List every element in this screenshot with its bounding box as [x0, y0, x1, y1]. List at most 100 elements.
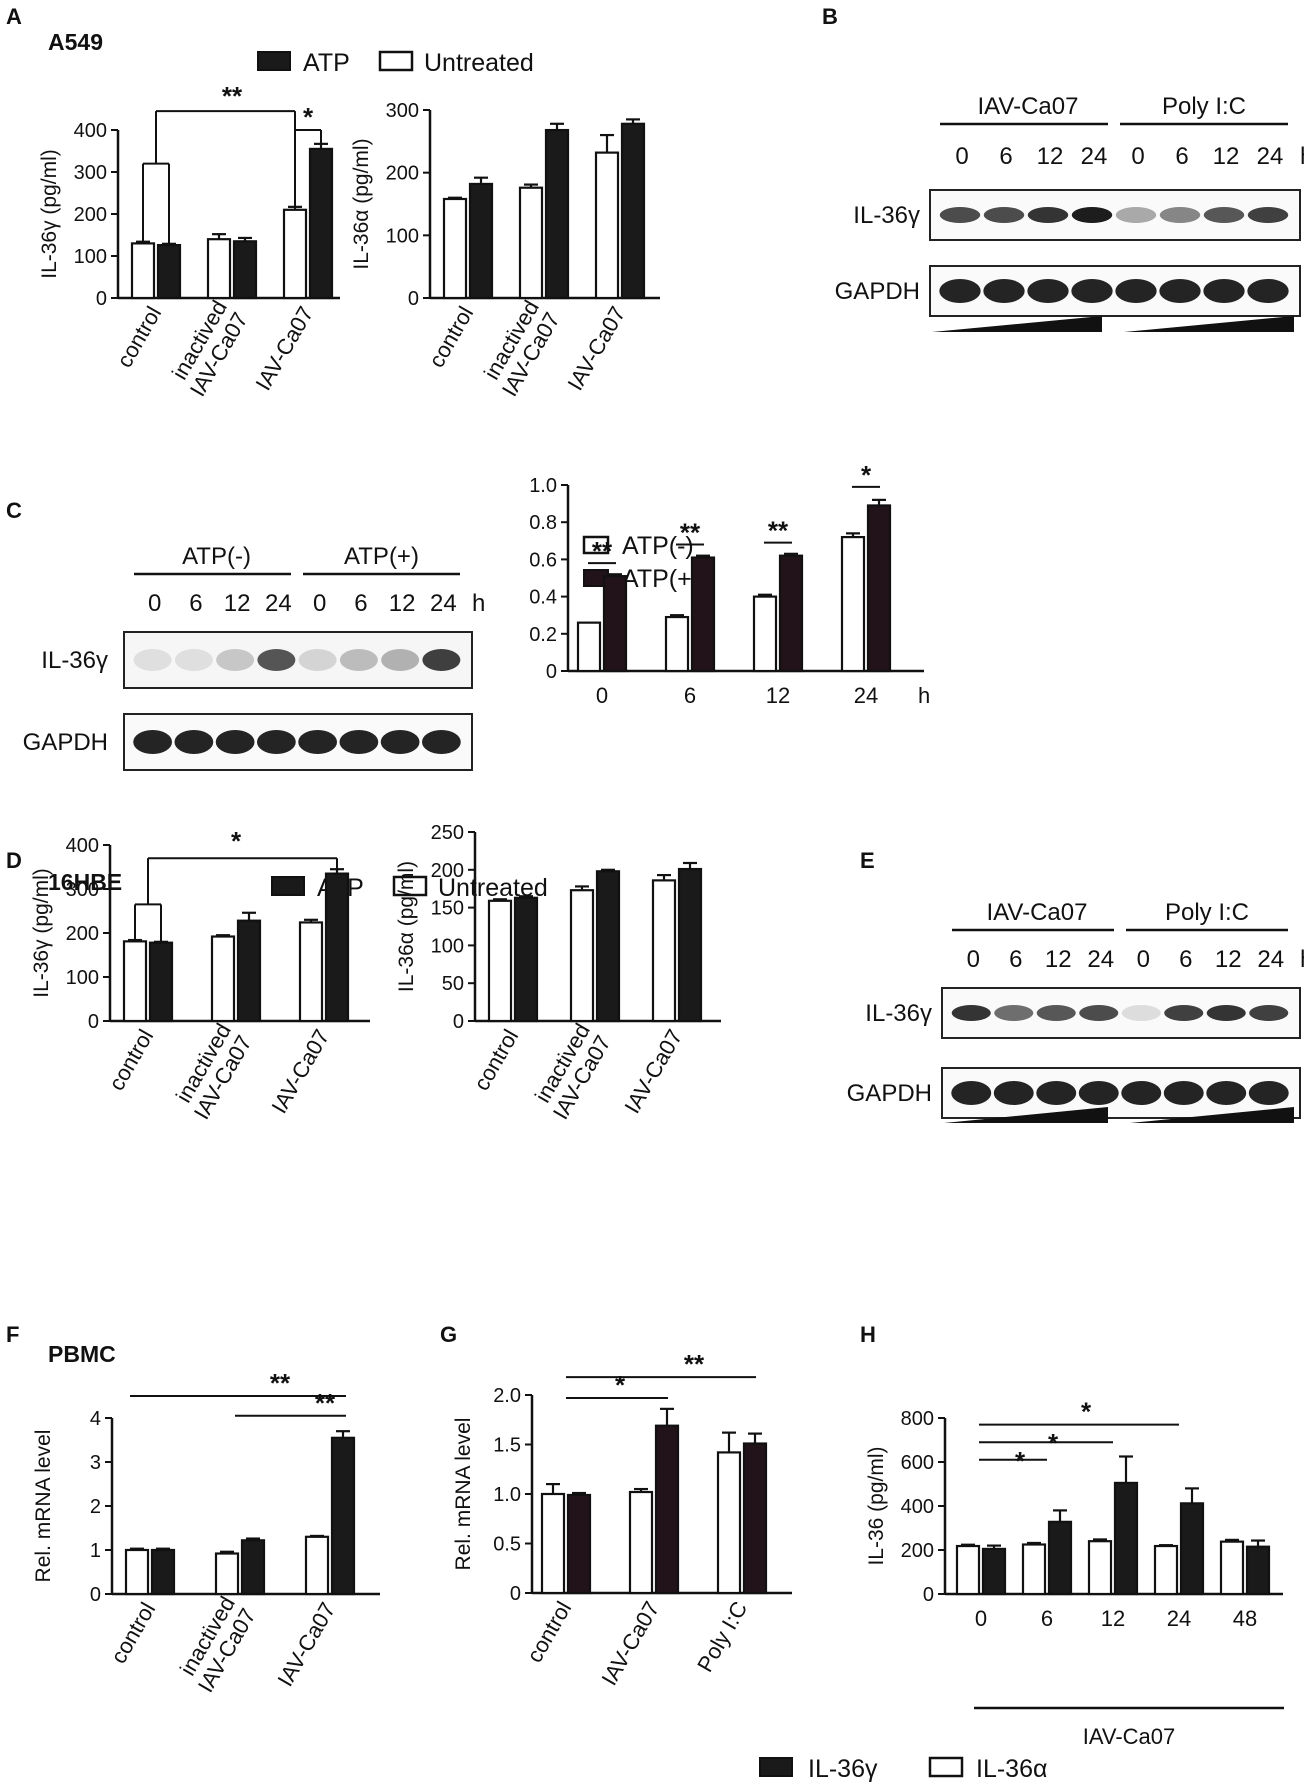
x-tick-line: control — [106, 1598, 161, 1668]
x-tick-label: 24 — [1167, 1606, 1191, 1631]
y-tick-label: 400 — [901, 1496, 934, 1518]
y-tick-label: 0 — [453, 1011, 464, 1033]
bar-filled — [236, 919, 262, 1023]
blot-lane-time: 12 — [1215, 946, 1242, 973]
y-axis-label: IL-36γ (pg/ml) — [30, 868, 53, 998]
y-tick-label: 800 — [901, 1408, 934, 1430]
x-tick-label: 6 — [1041, 1606, 1053, 1631]
legend-swatch-untreated-a — [378, 50, 414, 72]
blot-row-label: GAPDH — [23, 729, 108, 756]
bar-filled — [1245, 1545, 1271, 1596]
bar-open — [955, 1544, 981, 1596]
x-tick-label: 24 — [854, 683, 878, 708]
blot-band-gapdh — [1206, 1081, 1247, 1105]
legend-swatch-atp-d — [271, 876, 305, 896]
x-tick-line: Poly I:C — [692, 1597, 752, 1676]
blot-band-gapdh — [421, 730, 461, 754]
blot-band-target — [1027, 207, 1069, 223]
blot-band-gapdh — [983, 279, 1025, 303]
y-tick-label: 200 — [901, 1540, 934, 1562]
blot-lane-time: 0 — [1137, 946, 1150, 973]
y-axis-label: IL-36 (pg/ml) — [865, 1446, 888, 1565]
x-tick-label: IAV-Ca07 — [596, 1597, 664, 1690]
blot-lane-time: 0 — [313, 590, 326, 617]
bar-open — [214, 1552, 240, 1596]
blot-band-gapdh — [1248, 1081, 1289, 1105]
blot-group-label: Poly I:C — [1165, 899, 1249, 926]
blot-row-label: GAPDH — [847, 1080, 932, 1107]
blot-group-label: ATP(-) — [182, 543, 251, 570]
y-tick-label: 0.4 — [529, 587, 557, 609]
blot-band-target — [133, 649, 172, 671]
sig-star: * — [1015, 1446, 1026, 1476]
y-tick-label: 250 — [431, 822, 464, 844]
bar-filled — [156, 243, 182, 300]
sig-star: * — [1048, 1428, 1059, 1458]
bar-open — [304, 1535, 330, 1596]
bar-filled — [468, 182, 494, 300]
blot-band-gapdh — [1203, 279, 1245, 303]
bar-open — [1021, 1543, 1047, 1596]
dose-wedge — [944, 1107, 1108, 1123]
bar-filled — [148, 941, 174, 1023]
y-tick-label: 1 — [90, 1540, 101, 1562]
y-tick-label: 3 — [90, 1452, 101, 1474]
blot-lane-time: 12 — [1045, 946, 1072, 973]
bar-open — [518, 186, 544, 300]
blot-lane-time: 24 — [1087, 946, 1114, 973]
blot-band-target — [1159, 207, 1201, 223]
bar-open — [1219, 1540, 1245, 1596]
y-tick-label: 0 — [90, 1584, 101, 1606]
blot-row-label: IL-36γ — [41, 647, 108, 674]
x-tick-line: IAV-Ca07 — [562, 302, 630, 395]
x-tick-label: 48 — [1233, 1606, 1257, 1631]
blot-band-target — [381, 649, 420, 671]
x-tick-label: IAV-Ca07 — [250, 302, 318, 395]
legend-label-atp-plus: ATP(+) — [622, 565, 700, 593]
blot-band-target — [1071, 207, 1113, 223]
blot-band-target — [1249, 1005, 1289, 1021]
bar-open — [124, 1548, 150, 1596]
y-axis-label: IL-36α (pg/ml) — [395, 861, 418, 992]
blot-band-gapdh — [1078, 1081, 1119, 1105]
blot-band-gapdh — [174, 730, 214, 754]
blot-band-gapdh — [939, 279, 981, 303]
x-tick-label: control — [522, 1597, 577, 1667]
sig-star: * — [1081, 1397, 1092, 1427]
y-tick-label: 200 — [74, 204, 107, 226]
chart-a1: 0 100 200 300 400 IL-36γ (pg/ml) control inacti… — [38, 81, 340, 401]
blot-band-gapdh — [1247, 279, 1289, 303]
x-tick-label: control — [106, 1598, 161, 1668]
blot-band-target — [174, 649, 213, 671]
bar-open — [840, 535, 866, 673]
bar-filled — [308, 147, 334, 300]
panel-letter-h: H — [860, 1322, 876, 1347]
blot-lane-time: 6 — [354, 590, 367, 617]
x-tick-label: inactivedIAV-Ca07 — [476, 296, 565, 401]
y-tick-label: 100 — [386, 225, 419, 247]
blot-band-target — [1115, 207, 1157, 223]
y-tick-label: 100 — [74, 246, 107, 268]
blot-c: ATP(-) ATP(+) 0 6 12 24 0 6 12 24 h IL-36γ GAPDH — [23, 543, 485, 771]
sig-star: ** — [592, 536, 613, 566]
x-tick-label: inactivedIAV-Ca07 — [172, 1592, 261, 1697]
bar-open — [651, 879, 677, 1023]
blot-band-target — [257, 649, 296, 671]
y-tick-label: 600 — [901, 1452, 934, 1474]
x-tick-label: inactivedIAV-Ca07 — [168, 1019, 257, 1124]
bar-open — [594, 151, 620, 300]
bar-open — [282, 208, 308, 300]
bar-open — [716, 1451, 742, 1595]
x-tick-label: inactivedIAV-Ca07 — [164, 296, 253, 401]
y-tick-label: 0.5 — [493, 1534, 521, 1556]
blot-band-gapdh — [1121, 1081, 1162, 1105]
y-tick-label: 150 — [431, 898, 464, 920]
sig-star: ** — [768, 516, 789, 546]
bar-filled — [324, 872, 350, 1023]
blot-band-target — [1121, 1005, 1161, 1021]
panel-letter-f: F — [6, 1322, 19, 1347]
blot-lane-time: 0 — [955, 143, 968, 170]
bar-open — [122, 940, 148, 1023]
blot-band-gapdh — [993, 1081, 1034, 1105]
